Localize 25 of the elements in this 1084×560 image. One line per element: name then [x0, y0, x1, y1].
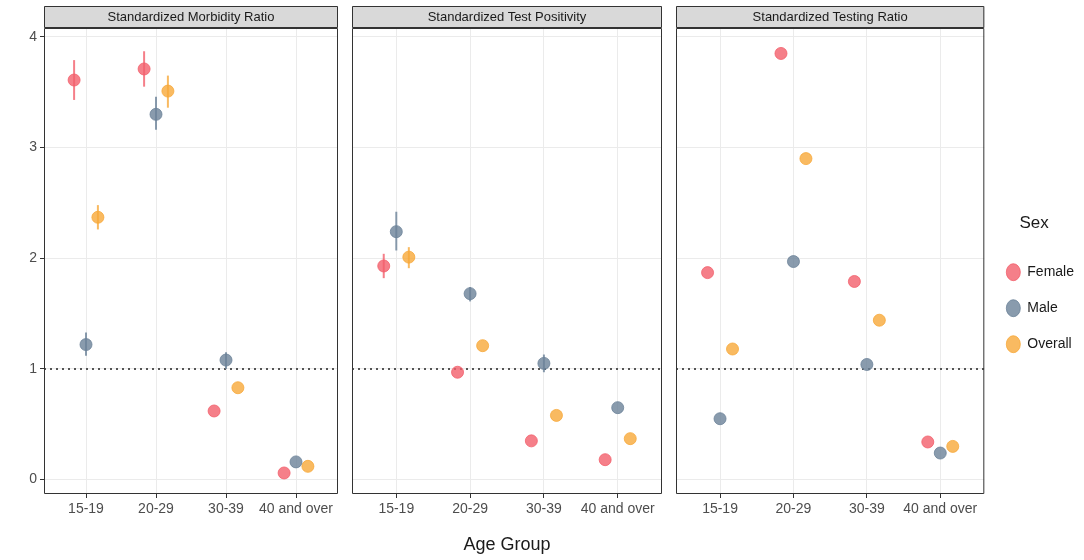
chart-title: Standardized Testing Ratio — [752, 8, 908, 24]
x-tick-label: 15-19 — [378, 500, 415, 517]
x-tick-label: 20-29 — [775, 500, 812, 517]
x-tick-label: 20-29 — [138, 500, 175, 517]
y-tick-label: 3 — [29, 138, 38, 155]
x-tick-label: 40 and over — [580, 500, 656, 517]
legend-label: Overall — [1027, 335, 1072, 352]
chart-title: Standardized Test Positivity — [427, 8, 587, 24]
y-tick-label: 4 — [29, 27, 38, 44]
legend-label: Female — [1027, 263, 1075, 280]
legend-label: Male — [1027, 299, 1058, 316]
legend-title: Sex — [1019, 212, 1050, 232]
y-tick-label: 2 — [29, 249, 38, 266]
x-axis-title: Age Group — [463, 534, 551, 555]
y-tick-label: 1 — [29, 359, 38, 376]
y-tick-label: 0 — [29, 470, 38, 487]
x-tick-label: 15-19 — [68, 500, 105, 517]
x-tick-label: 40 and over — [903, 500, 978, 517]
x-tick-label: 20-29 — [452, 500, 489, 517]
x-tick-label: 30-39 — [208, 500, 245, 517]
chart-title: Standardized Morbidity Ratio — [107, 8, 275, 24]
x-tick-label: 15-19 — [702, 500, 739, 517]
x-tick-label: 40 and over — [259, 500, 334, 517]
x-tick-label: 30-39 — [848, 500, 885, 517]
x-tick-label: 30-39 — [526, 500, 563, 517]
